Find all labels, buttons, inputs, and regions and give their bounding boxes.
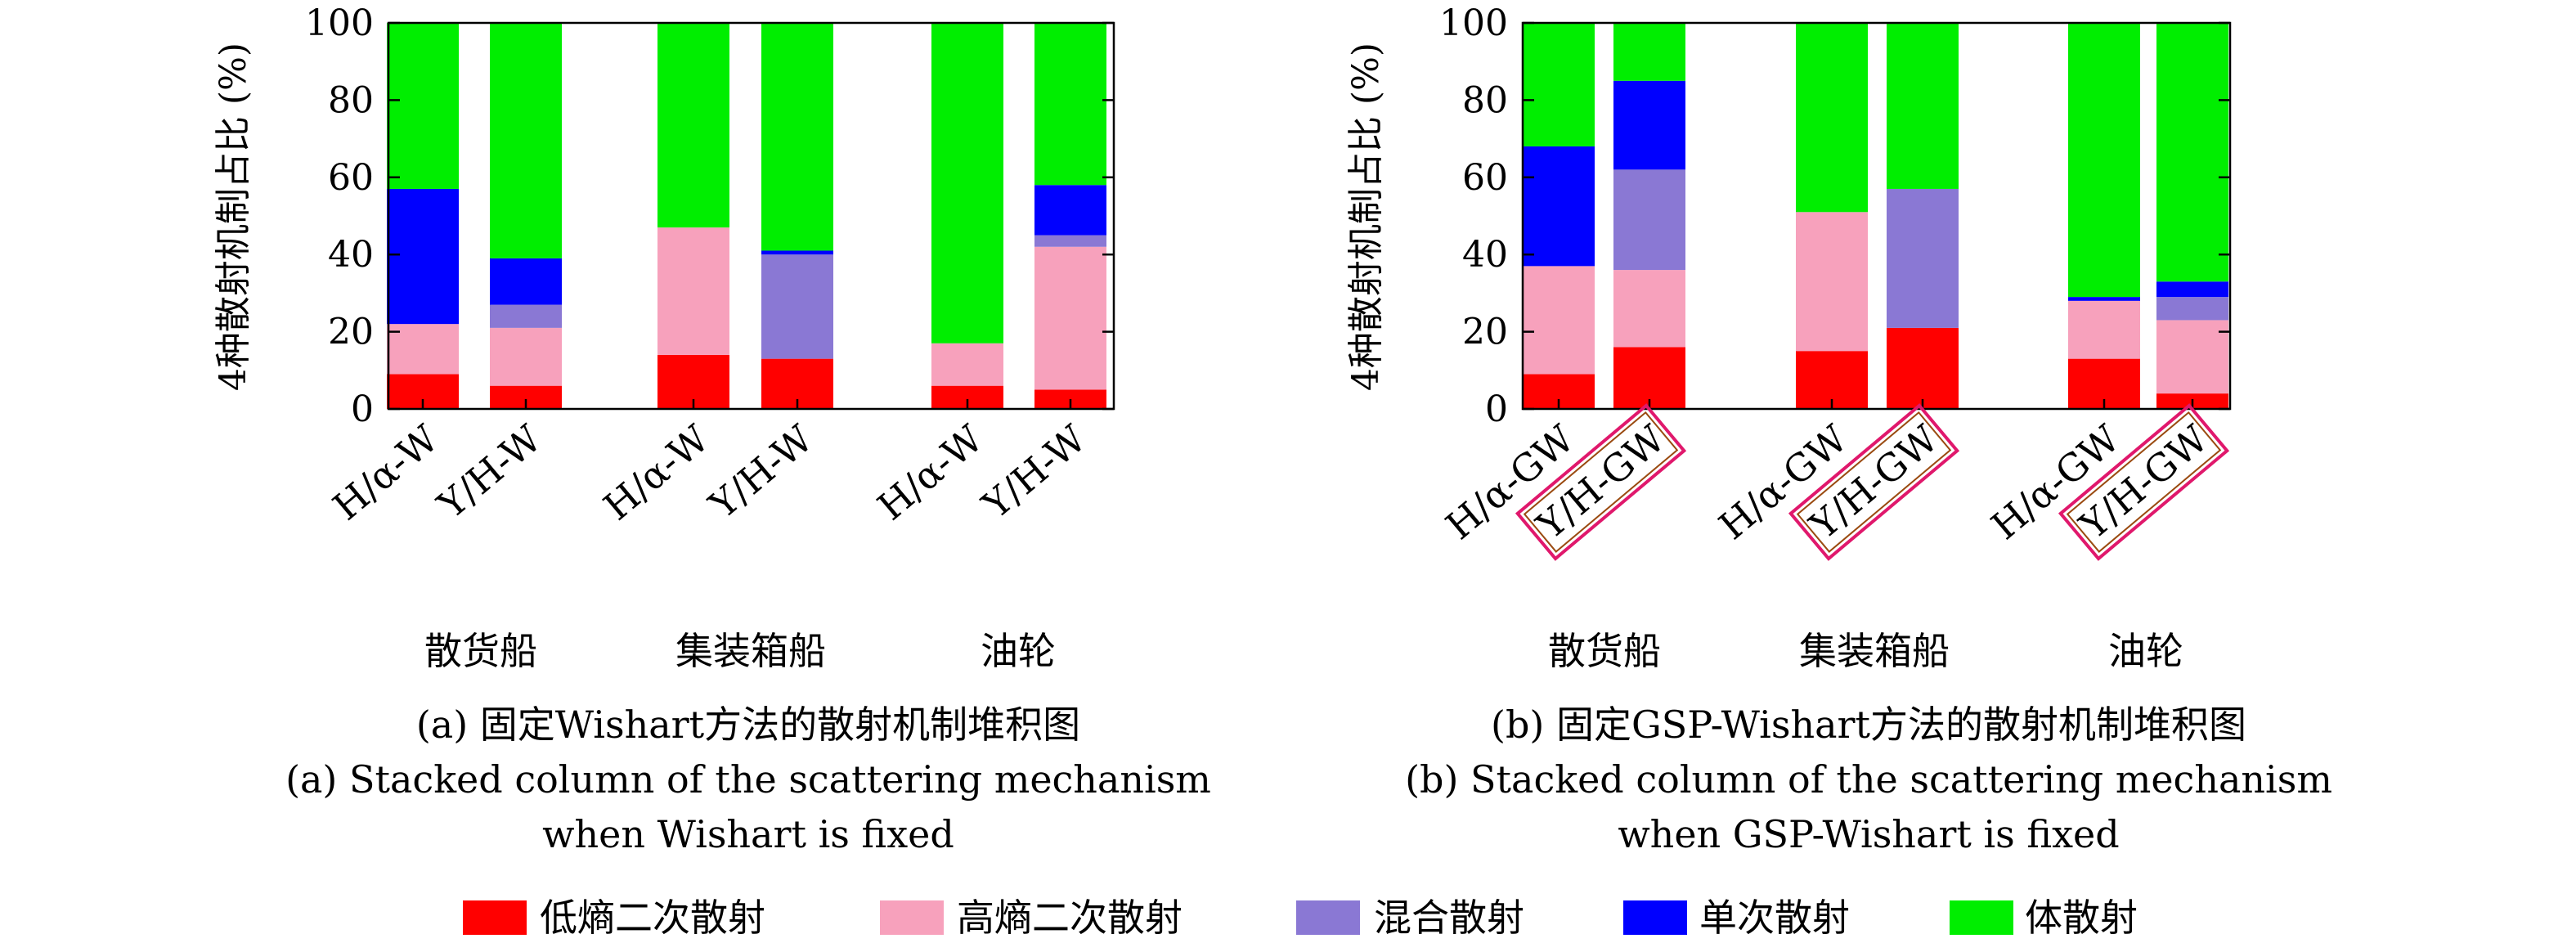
bar-segment <box>2068 300 2140 359</box>
bar-segment <box>1613 270 1685 348</box>
group-label-oil-tanker: 油轮 <box>2108 629 2183 673</box>
highlight-box-inner <box>1523 411 1679 553</box>
caption-cn: (b) 固定GSP-Wishart方法的散射机制堆积图 <box>1491 703 2246 747</box>
legend-item-low-entropy-double-bounce: 低熵二次散射 <box>463 896 765 940</box>
caption-en-line-1: (b) Stacked column of the scattering mec… <box>1405 757 2332 802</box>
bar-segment <box>490 258 562 305</box>
group-label-container-ship: 集装箱船 <box>1799 629 1950 673</box>
y-tick-label: 0 <box>351 388 374 430</box>
bar-segment <box>2156 281 2228 298</box>
y-tick-label: 100 <box>1439 2 1508 44</box>
caption-en-line-2: when Wishart is fixed <box>542 812 954 856</box>
legend-swatch <box>463 900 527 935</box>
legend-label: 单次散射 <box>1699 896 1850 940</box>
panel-b: 4种散射机制占比 (%) 散货船 集装箱船 油轮 (b) 固定GSP-Wisha… <box>1345 2 2332 856</box>
bar-segment <box>1613 169 1685 271</box>
highlight-box <box>2058 403 2230 561</box>
legend-label: 混合散射 <box>1374 896 1524 940</box>
y-tick-label: 100 <box>305 2 374 44</box>
y-tick-label: 40 <box>1462 234 1508 276</box>
legend-swatch <box>1623 900 1687 935</box>
bar-segment <box>1887 327 1959 409</box>
bar-segment <box>1523 146 1595 267</box>
x-tick-label: Y/H-W <box>701 416 822 528</box>
caption-en-line-2: when GSP-Wishart is fixed <box>1618 812 2119 856</box>
bar-segment <box>490 23 562 258</box>
y-axis-label: 4种散射机制占比 (%) <box>213 43 254 391</box>
y-tick-label: 20 <box>328 312 374 353</box>
legend-item-volume-scattering: 体散射 <box>1950 896 2138 940</box>
highlight-box-inner <box>1796 411 1952 553</box>
bar-segment <box>2068 297 2140 301</box>
y-tick-label: 80 <box>328 79 374 121</box>
bar-segment <box>1613 80 1685 170</box>
group-label-container-ship: 集装箱船 <box>675 629 826 673</box>
legend-swatch <box>880 900 944 935</box>
bar-segment <box>657 227 729 355</box>
bar-segment <box>1034 235 1106 247</box>
bar-segment <box>931 23 1003 344</box>
y-tick-label: 20 <box>1462 312 1508 353</box>
bar-segment <box>2156 320 2228 394</box>
legend-item-single-scattering: 单次散射 <box>1623 896 1850 940</box>
legend: 低熵二次散射 高熵二次散射 混合散射 单次散射 体散射 <box>463 896 2138 940</box>
x-tick-label: H/α-W <box>869 416 992 529</box>
y-axis-label: 4种散射机制占比 (%) <box>1345 43 1387 391</box>
bar-segment <box>1613 23 1685 81</box>
bar-segment <box>387 188 459 325</box>
legend-label: 低熵二次散射 <box>540 896 765 940</box>
y-tick-label: 60 <box>328 157 374 199</box>
bar-segment <box>657 23 729 228</box>
panel-a: 4种散射机制占比 (%) 散货船 集装箱船 油轮 (a) 固定Wishart方法… <box>213 2 1211 856</box>
y-tick-label: 60 <box>1462 157 1508 199</box>
bar-segment <box>1034 23 1106 186</box>
x-tick-label: H/α-W <box>325 416 447 529</box>
y-tick-label: 40 <box>328 234 374 276</box>
group-label-oil-tanker: 油轮 <box>981 629 1056 673</box>
bar-segment <box>1887 188 1959 328</box>
bar-segment <box>490 327 562 386</box>
y-tick-label: 0 <box>1485 388 1508 430</box>
highlight-box-inner <box>2066 411 2222 553</box>
legend-swatch <box>1296 900 1360 935</box>
caption-cn: (a) 固定Wishart方法的散射机制堆积图 <box>416 703 1080 747</box>
bar-segment <box>490 304 562 328</box>
bar-segment <box>1796 212 1868 352</box>
bar-segment <box>1523 266 1595 375</box>
highlight-box <box>1515 403 1687 561</box>
bar-segment <box>1034 246 1106 390</box>
bar-segment <box>2068 23 2140 298</box>
bar-segment <box>1887 23 1959 189</box>
bar-segment <box>761 23 833 251</box>
group-label-bulk-carrier: 散货船 <box>1548 629 1661 673</box>
legend-item-mixed-scattering: 混合散射 <box>1296 896 1524 940</box>
group-label-bulk-carrier: 散货船 <box>424 629 537 673</box>
bar-segment <box>1796 23 1868 213</box>
x-tick-label: Y/H-W <box>429 416 550 528</box>
bar-segment <box>1034 185 1106 236</box>
bar-segment <box>761 254 833 359</box>
x-tick-label: Y/H-W <box>974 416 1095 528</box>
y-tick-label: 80 <box>1462 79 1508 121</box>
bar-segment <box>761 250 833 255</box>
legend-label: 高熵二次散射 <box>957 896 1183 940</box>
bar-segment <box>1613 347 1685 409</box>
legend-label: 体散射 <box>2025 896 2138 940</box>
bar-segment <box>387 23 459 189</box>
bar-segment <box>1523 23 1595 147</box>
bar-segment <box>2156 297 2228 321</box>
bar-segment <box>931 343 1003 386</box>
caption-en-line-1: (a) Stacked column of the scattering mec… <box>285 757 1211 802</box>
axes-frame <box>1521 21 2232 411</box>
highlight-box <box>1788 403 1960 561</box>
legend-item-high-entropy-double-bounce: 高熵二次散射 <box>880 896 1183 940</box>
axes-frame <box>387 21 1115 411</box>
bar-segment <box>2156 23 2228 282</box>
legend-swatch <box>1950 900 2013 935</box>
x-tick-label: H/α-W <box>595 416 718 529</box>
